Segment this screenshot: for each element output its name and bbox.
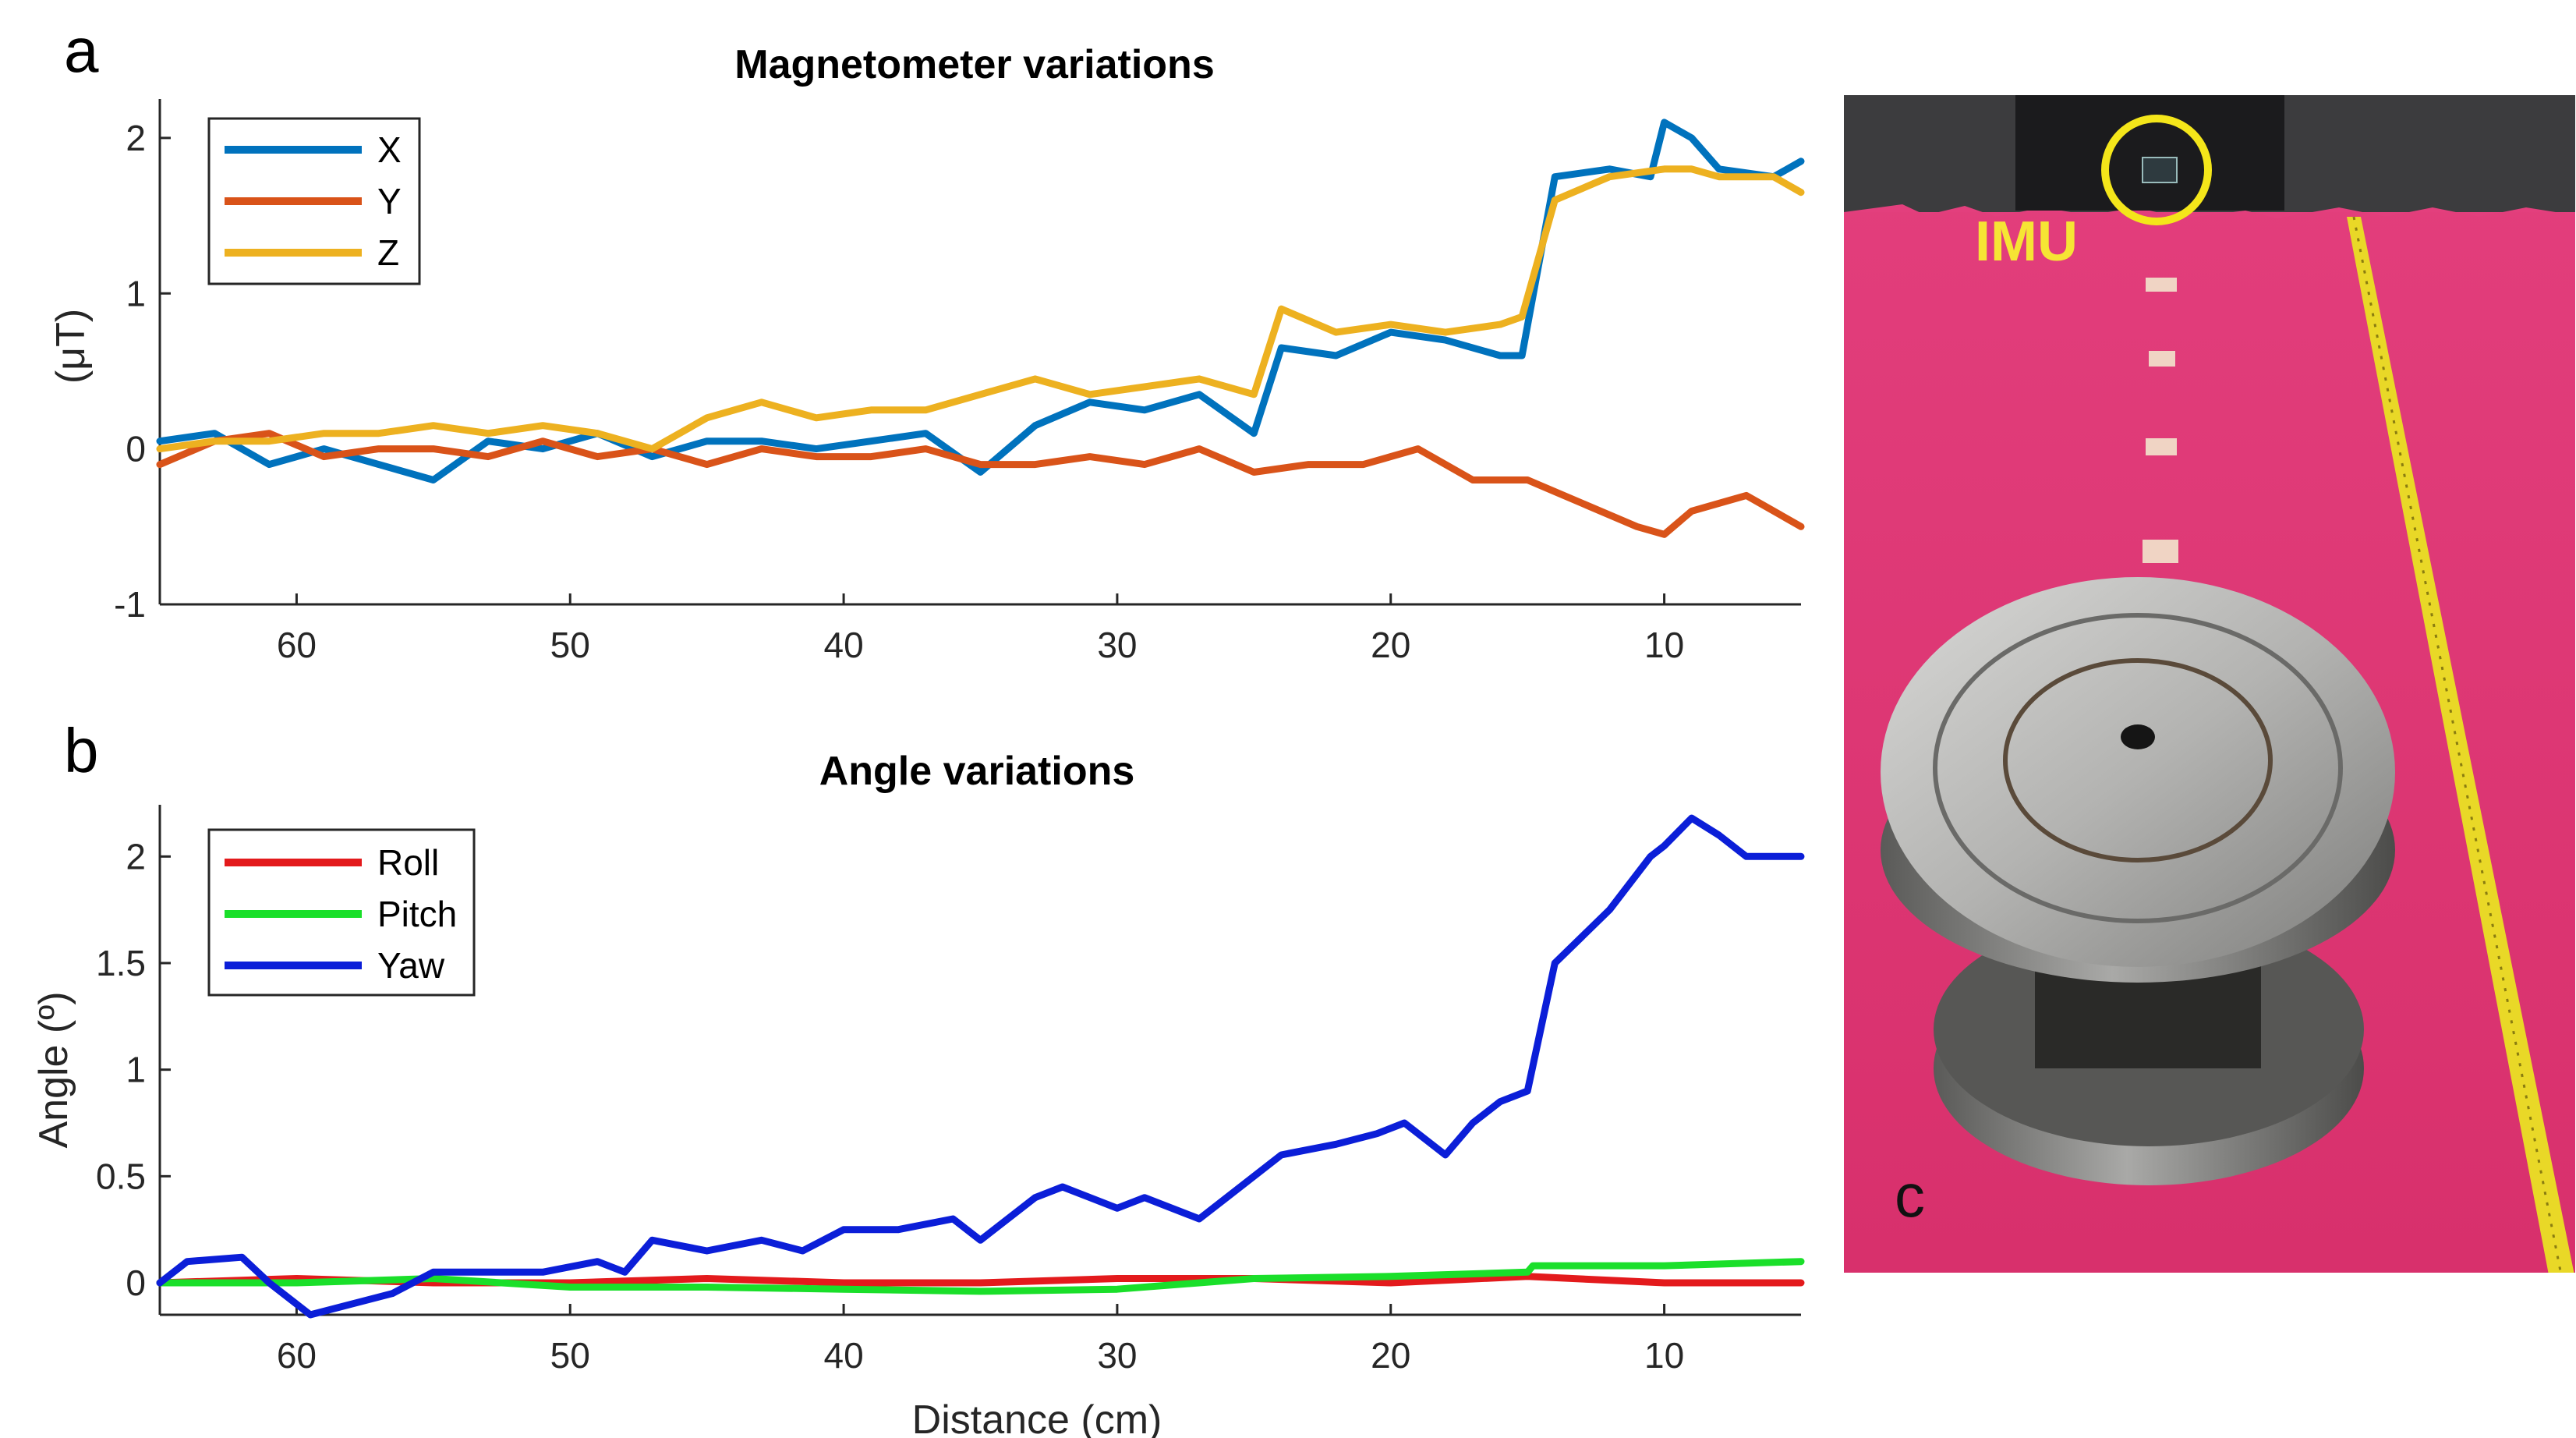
tape-marker (2143, 540, 2178, 563)
legend-label-x: X (377, 129, 402, 170)
tape-marker (2149, 351, 2175, 367)
magnetometer-chart: Magnetometer variations (μT) -1 0 1 2 60 50 4… (48, 42, 1805, 665)
sensor-plate (2015, 95, 2284, 211)
y-tick-label: 2 (126, 118, 146, 158)
chart-a-ylabel: (μT) (48, 309, 94, 384)
y-tick-label: -1 (114, 584, 146, 625)
legend-label-roll: Roll (377, 842, 439, 883)
tape-marker (2146, 438, 2177, 455)
y-tick-label: 0.5 (96, 1156, 146, 1196)
x-tick-label: 20 (1371, 1335, 1410, 1376)
x-tick-label: 50 (550, 1335, 590, 1376)
chart-a-title: Magnetometer variations (734, 42, 1215, 87)
x-tick-label: 20 (1371, 625, 1410, 665)
series-line-roll (156, 1273, 1805, 1287)
legend-label-z: Z (377, 232, 399, 273)
y-tick-label: 1 (126, 273, 146, 313)
weight-upper-disc (1881, 577, 2395, 967)
chart-a-legend: XYZ (207, 117, 421, 285)
x-tick-label: 30 (1097, 625, 1137, 665)
weight-ring-outer (1933, 613, 2343, 923)
angle-chart: Angle variations Angle (º) Distance (cm)… (31, 749, 1805, 1438)
imu-label: IMU (1975, 211, 2078, 273)
x-tick-label: 60 (277, 1335, 317, 1376)
weight-ring-inner (2003, 658, 2273, 862)
mat-edge (1844, 204, 2575, 218)
chart-b-ylabel: Angle (º) (31, 991, 76, 1148)
y-tick-label: 2 (126, 836, 146, 877)
y-tick-label: 1.5 (96, 943, 146, 983)
chart-b-title: Angle variations (819, 749, 1135, 794)
y-tick-label: 0 (126, 1263, 146, 1303)
tape-marker (2146, 278, 2177, 292)
measuring-tape (2347, 217, 2574, 1273)
panel-letter-a: a (64, 16, 99, 85)
imu-highlight-circle (2101, 115, 2212, 225)
chart-b-xlabel: Distance (cm) (912, 1397, 1162, 1438)
x-tick-label: 40 (823, 1335, 863, 1376)
panel-letter-c: c (1895, 1161, 1925, 1230)
series-line-z (156, 165, 1805, 453)
x-tick-label: 10 (1644, 625, 1684, 665)
x-tick-label: 40 (823, 625, 863, 665)
panel-letter-b: b (64, 716, 99, 785)
legend-label-y: Y (377, 181, 402, 221)
series-line-pitch (156, 1258, 1805, 1295)
legend-label-yaw: Yaw (377, 945, 445, 986)
legend-label-pitch: Pitch (377, 894, 457, 934)
series-line-yaw (156, 814, 1805, 1319)
weight-center-hole (2121, 724, 2155, 749)
chart-b-legend: Roll Pitch Yaw (207, 828, 476, 997)
series-line-y (156, 430, 1805, 538)
y-tick-label: 0 (126, 429, 146, 469)
x-tick-label: 10 (1644, 1335, 1684, 1376)
imu-device (2142, 157, 2178, 183)
y-tick-label: 1 (126, 1050, 146, 1090)
x-tick-label: 60 (277, 625, 317, 665)
x-tick-label: 50 (550, 625, 590, 665)
setup-photo: IMU c (1844, 95, 2575, 1273)
x-tick-label: 30 (1097, 1335, 1137, 1376)
